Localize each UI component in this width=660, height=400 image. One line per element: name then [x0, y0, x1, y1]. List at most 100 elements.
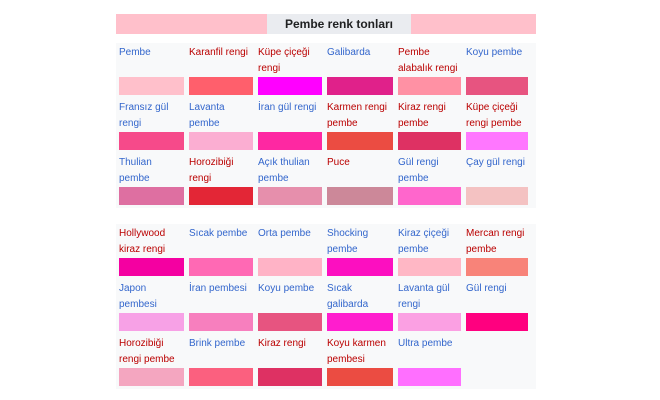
color-name-link[interactable]: Lavanta pembe [189, 102, 225, 129]
color-cell: Ultra pembe [395, 334, 463, 389]
color-swatch [327, 258, 393, 276]
color-name-link[interactable]: Fransız gül rengi [119, 102, 169, 129]
color-swatch [398, 313, 461, 331]
color-cell: Açık thulian pembe [255, 153, 324, 208]
pink-shades-table-1: Pembe Karanfil rengi Küpe çiçeği rengi Gali… [116, 43, 536, 208]
color-swatch [189, 313, 253, 331]
color-name-link[interactable]: Karmen rengi pembe [327, 102, 388, 129]
color-swatch [189, 77, 253, 95]
color-name-link[interactable]: Çay gül rengi [466, 157, 525, 168]
color-cell: Koyu pembe [255, 279, 324, 334]
color-name-link[interactable]: Sıcak galibarda [327, 283, 369, 310]
header-right-swatch [411, 14, 536, 34]
color-name-link[interactable]: Horozibiği rengi pembe [119, 338, 175, 365]
color-cell: Shocking pembe [324, 224, 395, 279]
color-name-link[interactable]: Orta pembe [258, 228, 311, 239]
color-swatch [258, 368, 322, 386]
color-swatch [466, 313, 528, 331]
color-cell: Japon pembesi [116, 279, 186, 334]
color-name-link[interactable]: Koyu pembe [258, 283, 315, 294]
color-cell: Hollywood kiraz rengi [116, 224, 186, 279]
color-name-link[interactable]: Küpe çiçeği rengi [258, 47, 310, 74]
color-swatch [119, 187, 184, 205]
color-name-link[interactable]: Ultra pembe [398, 338, 453, 349]
color-name-link[interactable]: İran gül rengi [258, 102, 317, 113]
color-swatch [258, 258, 322, 276]
color-cell: Sıcak pembe [186, 224, 255, 279]
color-name-link[interactable]: Koyu pembe [466, 47, 523, 58]
color-name-link[interactable]: Thulian pembe [119, 157, 152, 184]
color-name-link[interactable]: Gül rengi [466, 283, 507, 294]
color-cell: İran pembesi [186, 279, 255, 334]
color-cell: Küpe çiçeği rengi [255, 43, 324, 98]
color-swatch [189, 132, 253, 150]
color-name-link[interactable]: Mercan rengi pembe [466, 228, 525, 255]
color-name-link[interactable]: Küpe çiçeği rengi pembe [466, 102, 522, 129]
color-name-link[interactable]: Kiraz rengi [258, 338, 306, 349]
color-name-link[interactable]: Koyu karmen pembesi [327, 338, 386, 365]
color-name-link[interactable]: Karanfil rengi [189, 47, 248, 58]
color-swatch [466, 187, 528, 205]
color-swatch [119, 258, 184, 276]
color-cell: Lavanta pembe [186, 98, 255, 153]
color-name-link[interactable]: Lavanta gül rengi [398, 283, 450, 310]
color-swatch [466, 77, 528, 95]
color-cell: Pembe [116, 43, 186, 98]
color-swatch [327, 368, 393, 386]
color-cell: Gül rengi pembe [395, 153, 463, 208]
color-name-link[interactable]: Gül rengi pembe [398, 157, 439, 184]
color-cell: Kiraz rengi pembe [395, 98, 463, 153]
color-name-link[interactable]: Açık thulian pembe [258, 157, 310, 184]
color-swatch [258, 313, 322, 331]
color-cell: Sıcak galibarda [324, 279, 395, 334]
color-cell: İran gül rengi [255, 98, 324, 153]
color-swatch [189, 368, 253, 386]
color-cell: Kiraz rengi [255, 334, 324, 389]
color-name-link[interactable]: İran pembesi [189, 283, 247, 294]
color-name-link[interactable]: Brink pembe [189, 338, 246, 349]
color-cell: Mercan rengi pembe [463, 224, 530, 279]
color-swatch [258, 187, 322, 205]
color-swatch [119, 132, 184, 150]
color-name-link[interactable]: Hollywood kiraz rengi [119, 228, 166, 255]
color-cell: Orta pembe [255, 224, 324, 279]
color-cell: Pembe alabalık rengi [395, 43, 463, 98]
color-swatch [398, 258, 461, 276]
color-name-link[interactable]: Kiraz çiçeği pembe [398, 228, 450, 255]
color-cell: Galibarda [324, 43, 395, 98]
color-swatch [466, 258, 528, 276]
color-swatch [327, 132, 393, 150]
color-name-link[interactable]: Kiraz rengi pembe [398, 102, 446, 129]
pink-shades-table-2: Hollywood kiraz rengi Sıcak pembe Orta pem… [116, 224, 536, 389]
color-swatch [258, 132, 322, 150]
color-name-link[interactable]: Galibarda [327, 47, 371, 58]
color-cell: Karmen rengi pembe [324, 98, 395, 153]
color-name-link[interactable]: Sıcak pembe [189, 228, 248, 239]
color-swatch [398, 77, 461, 95]
color-swatch [119, 368, 184, 386]
color-swatch [327, 77, 393, 95]
page-title: Pembe renk tonları [267, 14, 411, 34]
color-cell: Horozibiği rengi pembe [116, 334, 186, 389]
color-cell: Küpe çiçeği rengi pembe [463, 98, 530, 153]
color-name-link[interactable]: Japon pembesi [119, 283, 157, 310]
color-name-link[interactable]: Horozibiği rengi [189, 157, 234, 184]
color-name-link[interactable]: Shocking pembe [327, 228, 369, 255]
color-cell: Puce [324, 153, 395, 208]
color-cell: Karanfil rengi [186, 43, 255, 98]
color-name-link[interactable]: Pembe alabalık rengi [398, 47, 458, 74]
color-swatch [189, 187, 253, 205]
color-cell: Brink pembe [186, 334, 255, 389]
color-cell: Thulian pembe [116, 153, 186, 208]
color-swatch [189, 258, 253, 276]
color-cell: Koyu karmen pembesi [324, 334, 395, 389]
color-name-link[interactable]: Pembe [119, 47, 151, 58]
header-left-swatch [116, 14, 267, 34]
color-cell: Gül rengi [463, 279, 530, 334]
color-swatch [119, 313, 184, 331]
color-cell: Kiraz çiçeği pembe [395, 224, 463, 279]
color-cell: Horozibiği rengi [186, 153, 255, 208]
color-cell: Koyu pembe [463, 43, 530, 98]
color-name-link[interactable]: Puce [327, 157, 350, 168]
color-swatch [398, 132, 461, 150]
